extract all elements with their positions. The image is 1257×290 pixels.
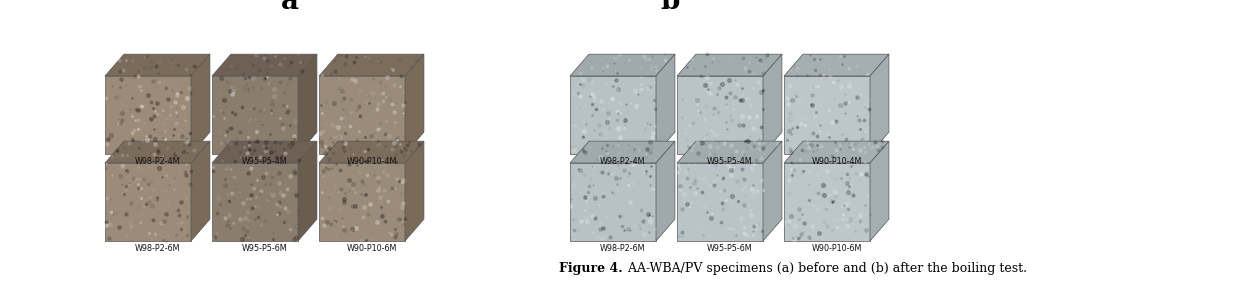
Polygon shape bbox=[298, 141, 317, 241]
Text: W98-P2-6M: W98-P2-6M bbox=[600, 244, 645, 253]
Text: W95-P5-6M: W95-P5-6M bbox=[706, 244, 752, 253]
Polygon shape bbox=[870, 54, 889, 154]
Text: a: a bbox=[282, 0, 299, 15]
Polygon shape bbox=[569, 163, 656, 241]
Polygon shape bbox=[319, 54, 424, 76]
Polygon shape bbox=[212, 141, 317, 163]
Text: W95-P5-4M: W95-P5-4M bbox=[241, 157, 288, 166]
Polygon shape bbox=[191, 54, 210, 154]
Text: W90-P10-4M: W90-P10-4M bbox=[811, 157, 861, 166]
Polygon shape bbox=[569, 141, 675, 163]
Polygon shape bbox=[212, 54, 317, 76]
Polygon shape bbox=[784, 54, 889, 76]
Polygon shape bbox=[784, 76, 870, 154]
Polygon shape bbox=[212, 163, 298, 241]
Polygon shape bbox=[678, 141, 782, 163]
Polygon shape bbox=[870, 141, 889, 241]
Polygon shape bbox=[678, 163, 763, 241]
Polygon shape bbox=[298, 54, 317, 154]
Polygon shape bbox=[405, 141, 424, 241]
Text: W98-P2-4M: W98-P2-4M bbox=[600, 157, 645, 166]
Text: W95-P5-4M: W95-P5-4M bbox=[706, 157, 752, 166]
Polygon shape bbox=[106, 54, 210, 76]
Text: W90-P10-6M: W90-P10-6M bbox=[811, 244, 861, 253]
Polygon shape bbox=[191, 141, 210, 241]
Text: b: b bbox=[660, 0, 680, 15]
Text: W98-P2-4M: W98-P2-4M bbox=[134, 157, 180, 166]
Polygon shape bbox=[212, 76, 298, 154]
Polygon shape bbox=[319, 141, 424, 163]
Polygon shape bbox=[569, 54, 675, 76]
Polygon shape bbox=[569, 76, 656, 154]
Polygon shape bbox=[405, 54, 424, 154]
Polygon shape bbox=[678, 54, 782, 76]
Text: W90-P10-6M: W90-P10-6M bbox=[346, 244, 397, 253]
Polygon shape bbox=[763, 54, 782, 154]
Polygon shape bbox=[106, 163, 191, 241]
Text: W95-P5-6M: W95-P5-6M bbox=[241, 244, 288, 253]
Text: W98-P2-6M: W98-P2-6M bbox=[134, 244, 180, 253]
Polygon shape bbox=[106, 76, 191, 154]
Polygon shape bbox=[656, 54, 675, 154]
Polygon shape bbox=[319, 163, 405, 241]
Polygon shape bbox=[656, 141, 675, 241]
Polygon shape bbox=[319, 76, 405, 154]
Polygon shape bbox=[763, 141, 782, 241]
Text: AA-WBA/PV specimens (a) before and (b) after the boiling test.: AA-WBA/PV specimens (a) before and (b) a… bbox=[623, 262, 1027, 275]
Polygon shape bbox=[106, 141, 210, 163]
Polygon shape bbox=[784, 163, 870, 241]
Text: Figure 4.: Figure 4. bbox=[559, 262, 623, 275]
Polygon shape bbox=[678, 76, 763, 154]
Polygon shape bbox=[784, 141, 889, 163]
Text: W90-P10-4M: W90-P10-4M bbox=[346, 157, 397, 166]
